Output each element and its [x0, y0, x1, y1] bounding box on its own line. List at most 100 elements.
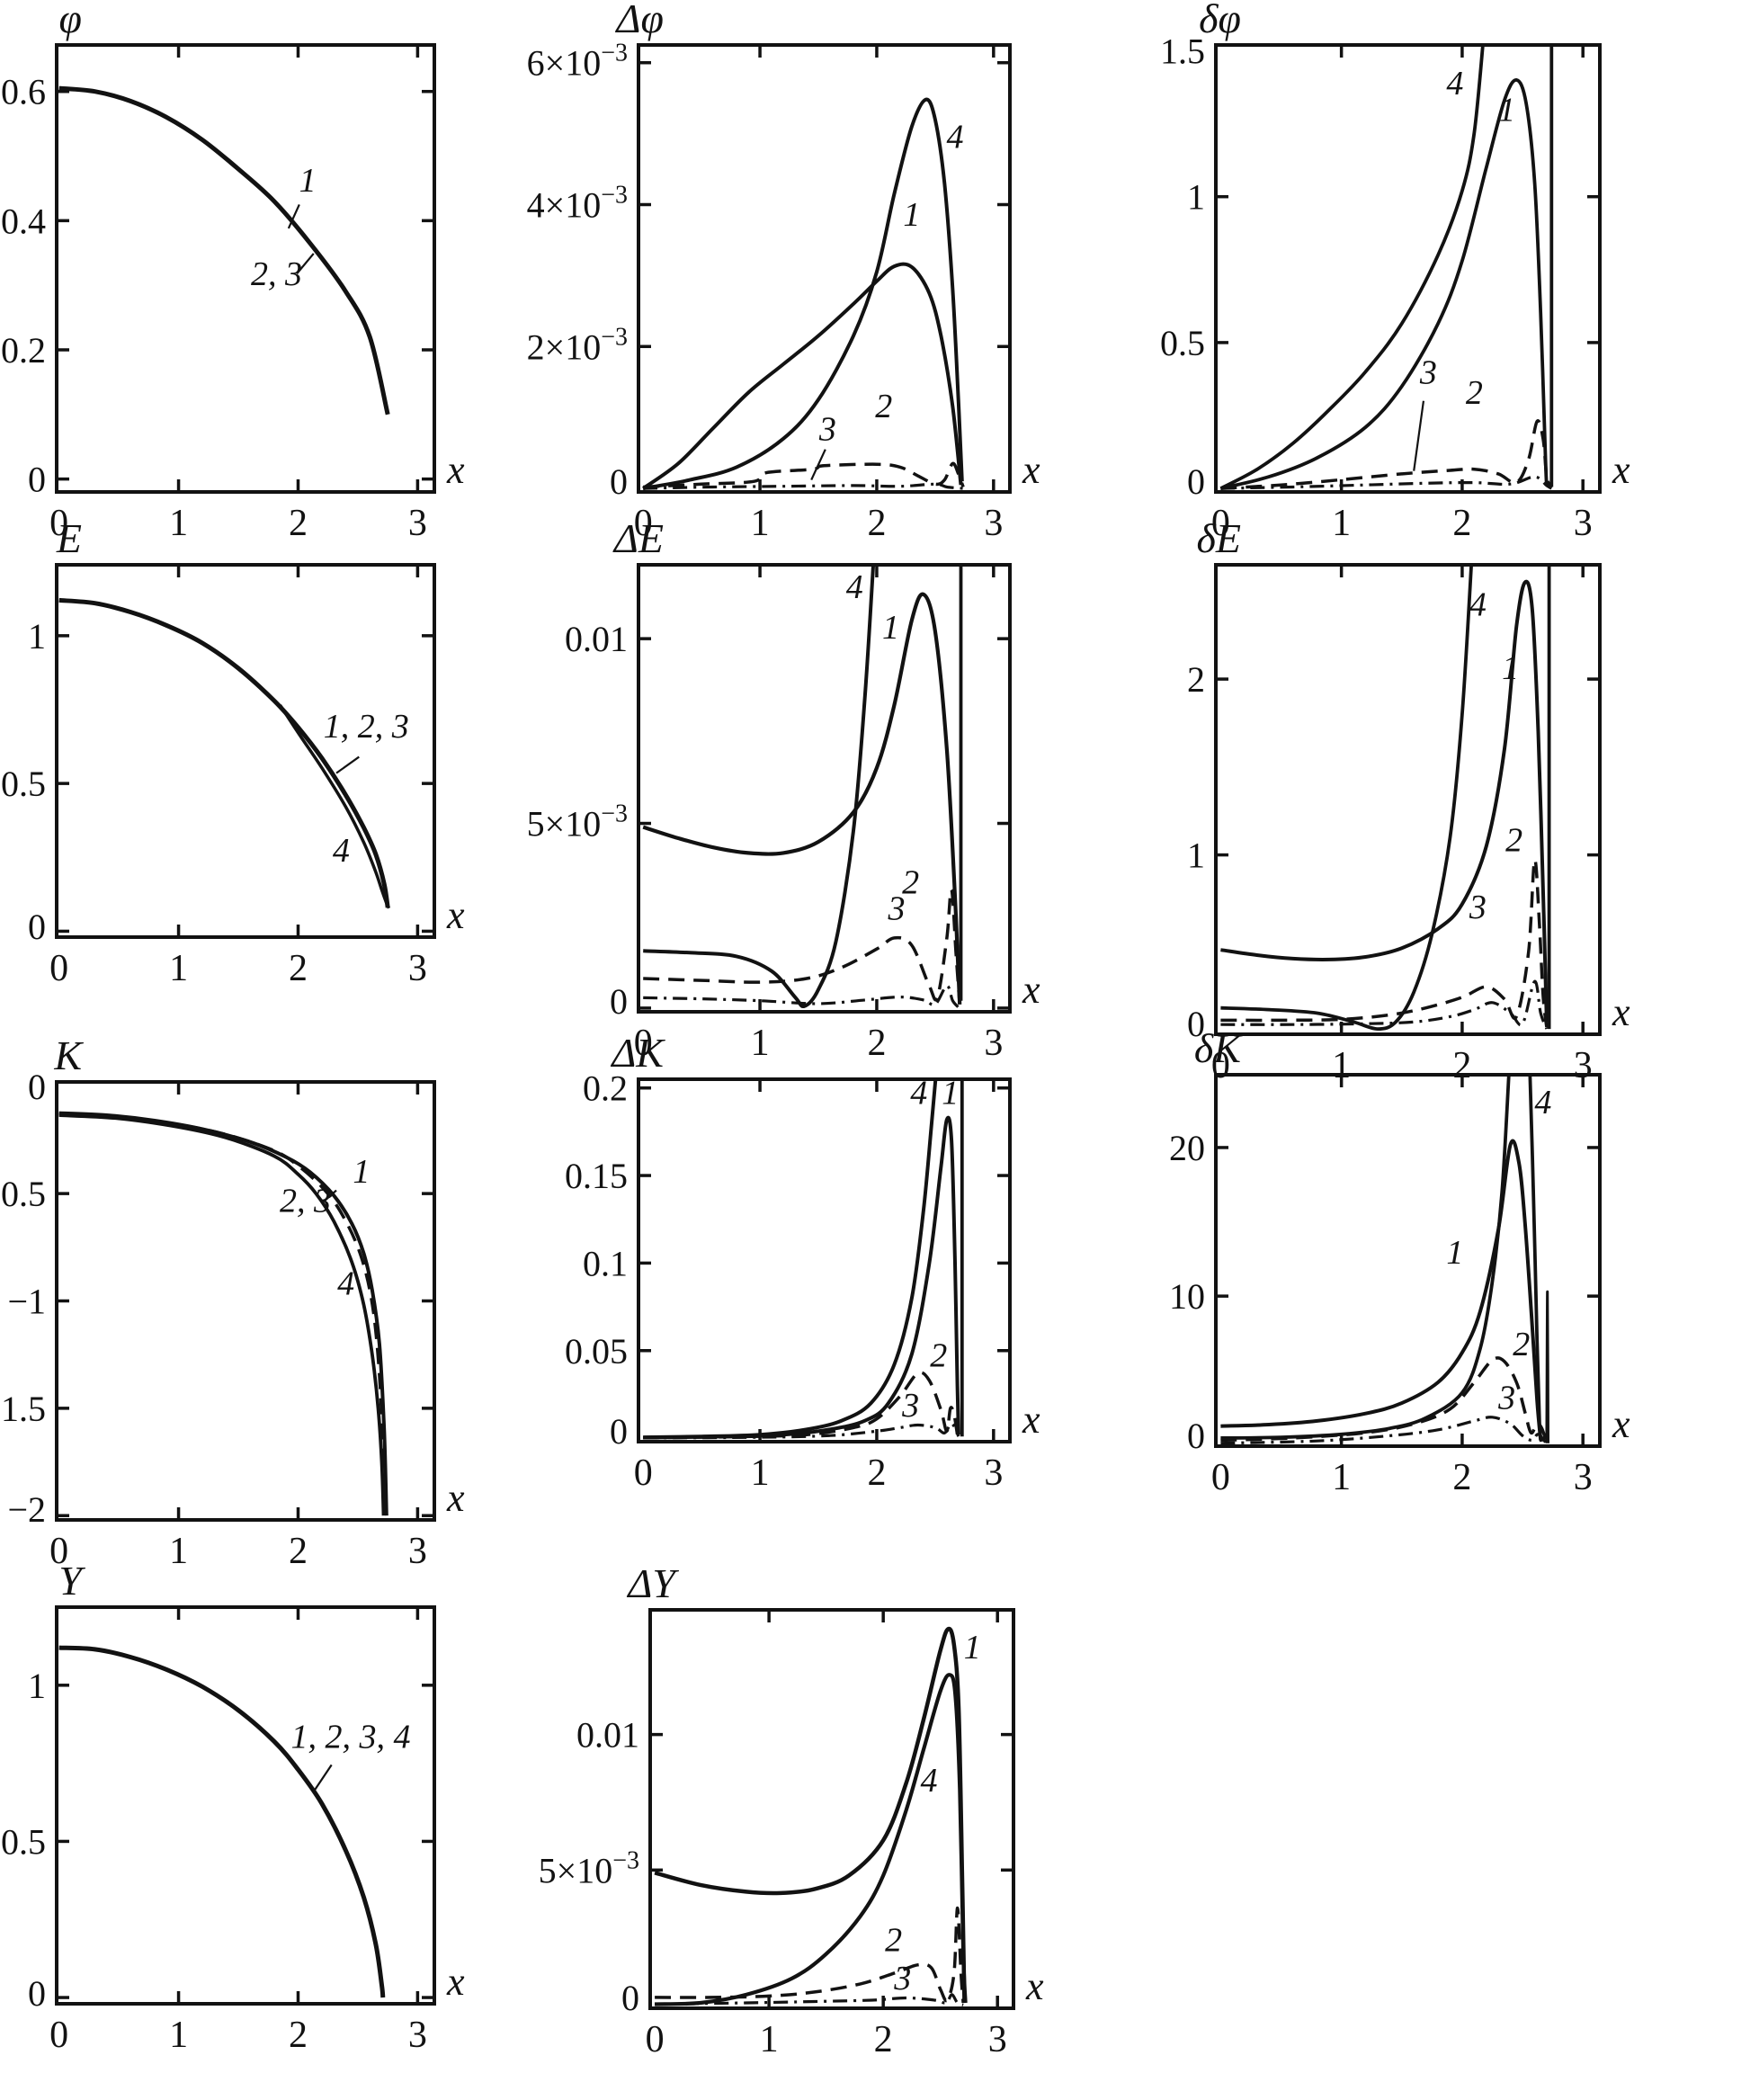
curve-label-4: 4: [1446, 65, 1463, 103]
curve-1: [58, 85, 390, 416]
x-tick-label: 3: [408, 2015, 427, 2056]
curve-label-4: 4: [1469, 586, 1487, 624]
curve-3: [1220, 979, 1549, 1030]
label-leader-line: [314, 1764, 333, 1791]
x-tick-label: 2: [289, 503, 308, 544]
y-tick-label: 0: [610, 461, 628, 502]
plot-title: Δφ: [615, 0, 664, 41]
curve-2: [1220, 419, 1552, 490]
y-tick-label: 0: [1187, 1004, 1205, 1044]
y-tick-label: 0: [28, 907, 46, 947]
label-leader-line: [1413, 400, 1425, 471]
axes-frame: [1214, 1073, 1602, 1448]
axes-frame: [637, 1077, 1012, 1443]
axes-frame: [637, 563, 1012, 1014]
curve-label-3: 3: [888, 889, 906, 927]
curve-4: [58, 1113, 386, 1516]
x-tick-label: 1: [751, 503, 770, 544]
curve-2: [655, 1906, 965, 2004]
curve-label-4: 4: [920, 1762, 937, 1800]
x-tick-label: 1: [169, 948, 188, 989]
x-axis-label: x: [1612, 1402, 1630, 1446]
x-tick-label: 1: [751, 1023, 770, 1064]
y-tick-label: 1.5: [1160, 31, 1205, 71]
y-tick-label: 2×10−3: [527, 323, 628, 367]
curve-label-1: 1: [299, 162, 317, 200]
x-axis-label: x: [446, 448, 465, 492]
axes-frame: [637, 43, 1012, 494]
y-tick-label: 0.4: [1, 201, 46, 241]
curve-2: [643, 461, 965, 489]
x-tick-label: 3: [984, 503, 1003, 544]
y-tick-label: 0: [28, 1973, 46, 2014]
plot-title: δφ: [1199, 0, 1241, 41]
x-tick-label: 3: [984, 1452, 1003, 1494]
curve-4: [643, 564, 876, 1009]
x-tick-label: 1: [169, 1531, 188, 1572]
x-tick-label: 0: [634, 1452, 653, 1494]
curve-label-3: 3: [1497, 1380, 1515, 1417]
x-tick-label: 0: [49, 2015, 68, 2056]
x-tick-label: 2: [289, 2015, 308, 2056]
curve-label-1: 1: [353, 1153, 370, 1191]
y-tick-label: 0: [610, 1411, 628, 1452]
curve-label-1: 1: [903, 196, 920, 234]
y-tick-label: 5×10−3: [539, 1846, 639, 1890]
y-tick-label: 0.01: [576, 1715, 639, 1756]
x-tick-label: 0: [1211, 1457, 1230, 1498]
curve-label-1-2-3: 1, 2, 3: [324, 708, 409, 746]
x-tick-label: 2: [867, 503, 886, 544]
x-tick-label: 1: [169, 503, 188, 544]
curve-label-3: 3: [1419, 353, 1437, 391]
x-axis-label: x: [1022, 1398, 1040, 1442]
curve-label-4: 4: [1534, 1084, 1551, 1121]
x-tick-label: 3: [408, 1531, 427, 1572]
series-group: [58, 1111, 388, 1516]
x-tick-label: 0: [634, 503, 653, 544]
x-axis-label: x: [1022, 448, 1040, 492]
y-tick-label: 10: [1169, 1276, 1205, 1317]
y-tick-label: 0.5: [1160, 323, 1205, 363]
x-tick-label: 1: [169, 2015, 188, 2056]
curve-label-2: 2: [902, 864, 919, 902]
label-leader-line: [287, 203, 300, 229]
y-tick-label: −1: [7, 1282, 46, 1322]
y-tick-label: 0: [28, 460, 46, 500]
plot-E: 0 1 2 3 0 0.5 1 Ex 1, 2, 3 4: [1, 515, 465, 989]
x-tick-label: 2: [867, 1452, 886, 1494]
y-tick-label: 0.01: [565, 619, 628, 659]
y-tick-label: 0: [28, 1067, 46, 1107]
curve-1-2-3-4: [58, 1645, 386, 1998]
curve-2: [1220, 858, 1549, 1028]
curve-1: [1220, 1139, 1543, 1441]
curve-label-4: 4: [946, 118, 963, 156]
x-tick-label: 2: [289, 1531, 308, 1572]
x-tick-label: 1: [760, 2019, 779, 2060]
x-tick-label: 2: [1452, 1457, 1471, 1498]
plot-Y: 0 1 2 3 0 0.5 1 Yx 1, 2, 3, 4: [1, 1558, 465, 2056]
x-tick-label: 3: [988, 2019, 1007, 2060]
y-tick-label: 20: [1169, 1128, 1205, 1168]
y-tick-label: 1: [1187, 836, 1205, 876]
label-leader-line: [323, 1189, 337, 1202]
x-tick-label: 3: [1574, 503, 1593, 544]
plot-title: Y: [58, 1558, 85, 1604]
curve-3: [643, 482, 964, 490]
y-tick-label: 0.6: [1, 72, 46, 112]
y-tick-label: 0: [621, 1978, 639, 2018]
curve-label-2: 2: [885, 1922, 902, 1960]
curve-2: [1220, 1356, 1549, 1444]
x-axis-label: x: [1022, 968, 1040, 1012]
y-tick-label: 0: [1187, 461, 1205, 502]
plot-Dphi: 0 1 2 3 0 2×10−3 4×10−3 6×10−3Δφ x 1 4 2 3: [527, 0, 1040, 544]
series-group: [58, 85, 390, 416]
x-tick-label: 1: [1332, 503, 1351, 544]
y-tick-label: 2: [1187, 659, 1205, 700]
x-tick-label: 1: [1332, 1457, 1351, 1498]
curve-label-2: 2: [930, 1336, 947, 1374]
